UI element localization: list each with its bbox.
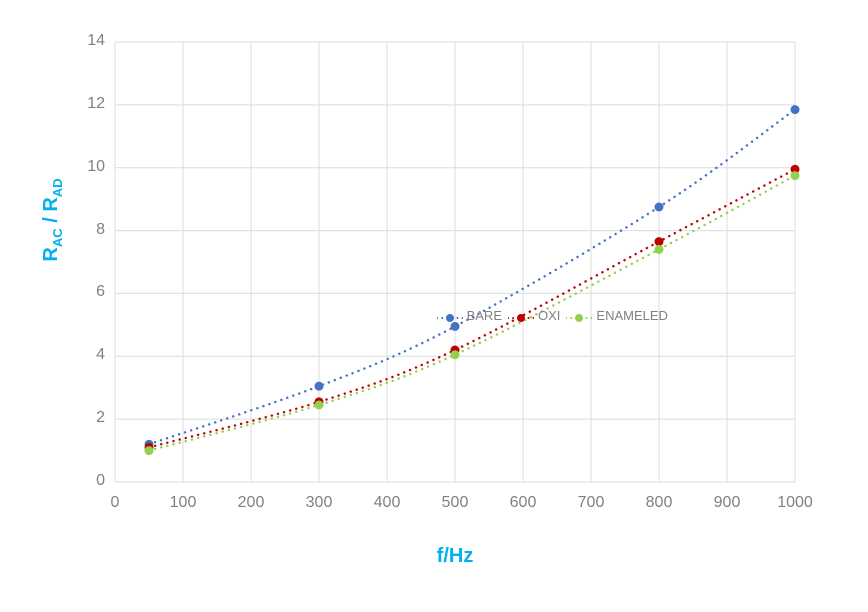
legend-label: ENAMELED: [596, 308, 668, 323]
series-marker: [655, 203, 664, 212]
series-marker: [451, 350, 460, 359]
legend-label: OXI: [538, 308, 560, 323]
grid: [115, 42, 795, 482]
series-marker: [655, 245, 664, 254]
series-marker: [791, 171, 800, 180]
y-tick-label: 6: [70, 283, 105, 301]
y-tick-label: 4: [70, 346, 105, 364]
y-tick-label: 12: [70, 95, 105, 113]
y-tick-label: 8: [70, 221, 105, 239]
plot-area: [115, 42, 795, 482]
x-tick-label: 800: [634, 494, 684, 512]
x-tick-label: 400: [362, 494, 412, 512]
x-tick-label: 200: [226, 494, 276, 512]
x-axis-label: f/Hz: [115, 545, 795, 568]
y-tick-label: 14: [70, 32, 105, 50]
x-tick-label: 0: [90, 494, 140, 512]
plot-svg: [115, 42, 795, 482]
y-axis-label: RAC / RAD: [40, 80, 65, 360]
x-tick-label: 900: [702, 494, 752, 512]
x-tick-label: 1000: [770, 494, 820, 512]
y-tick-label: 0: [70, 472, 105, 490]
legend-swatch: [566, 311, 592, 321]
series-marker: [791, 105, 800, 114]
x-tick-label: 100: [158, 494, 208, 512]
x-tick-label: 300: [294, 494, 344, 512]
x-tick-label: 600: [498, 494, 548, 512]
y-tick-label: 2: [70, 409, 105, 427]
chart-container: RAC / RAD f/Hz BAREOXIENAMELED 010020030…: [0, 0, 868, 612]
legend-label: BARE: [467, 308, 502, 323]
y-tick-label: 10: [70, 158, 105, 176]
legend-swatch: [437, 311, 463, 321]
series-marker: [655, 237, 664, 246]
series-line: [149, 110, 795, 445]
legend-item: ENAMELED: [566, 308, 668, 323]
series-marker: [315, 382, 324, 391]
x-tick-label: 500: [430, 494, 480, 512]
legend-swatch: [508, 311, 534, 321]
legend-item: OXI: [508, 308, 560, 323]
legend-item: BARE: [437, 308, 502, 323]
series-marker: [315, 401, 324, 410]
series-marker: [145, 446, 154, 455]
series-marker: [451, 322, 460, 331]
x-tick-label: 700: [566, 494, 616, 512]
legend: BARE OXI ENAMELED: [437, 308, 668, 323]
